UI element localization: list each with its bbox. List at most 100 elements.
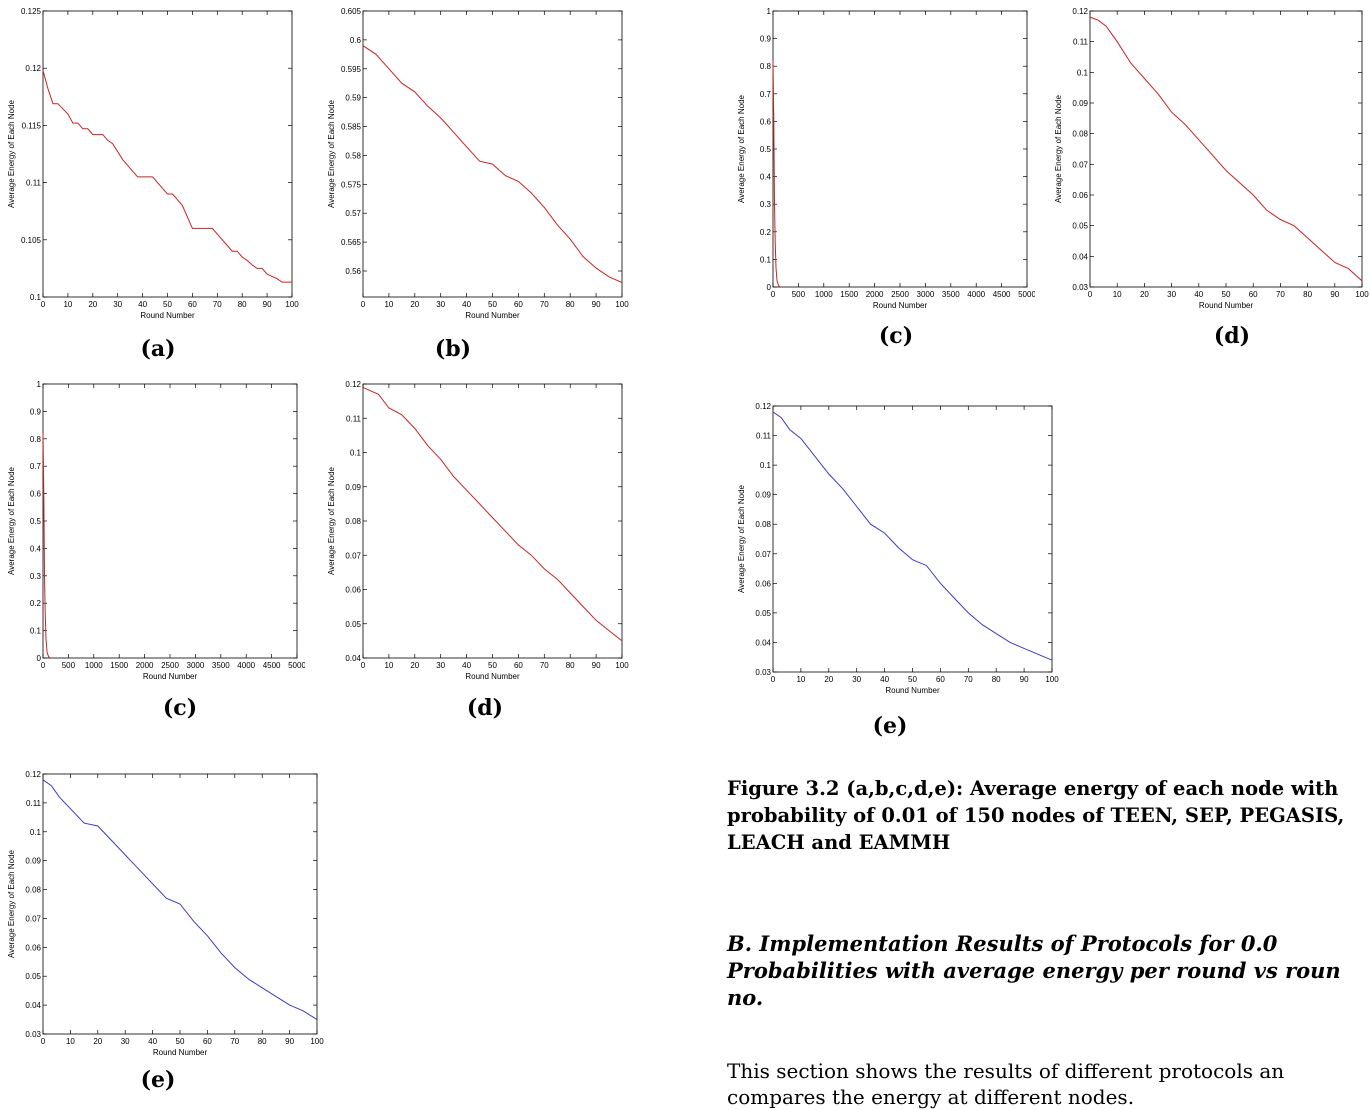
x-tick-label: 40	[880, 675, 889, 684]
x-tick-label: 90	[592, 300, 601, 309]
y-tick-label: 0.1	[760, 461, 772, 470]
x-tick-label: 60	[514, 661, 523, 670]
x-axis-label: Round Number	[465, 672, 520, 681]
x-tick-label: 50	[488, 300, 497, 309]
x-axis-label: Round Number	[465, 311, 520, 320]
x-tick-label: 90	[1020, 675, 1029, 684]
y-axis-label: Average Energy of Each Node	[7, 466, 16, 574]
x-tick-label: 90	[592, 661, 601, 670]
y-tick-label: 0.05	[345, 620, 361, 629]
panel-label-e-right: (e)	[872, 713, 908, 739]
plot-frame	[772, 405, 1053, 673]
x-tick-label: 20	[1140, 290, 1149, 299]
y-tick-label: 0.5	[30, 517, 42, 526]
figure-caption: Figure 3.2 (a,b,c,d,e): Average energy o…	[727, 777, 1345, 854]
x-tick-label: 4500	[263, 661, 281, 670]
x-tick-label: 80	[566, 300, 575, 309]
x-tick-label: 3000	[187, 661, 205, 670]
x-tick-label: 0	[41, 1037, 46, 1046]
y-tick-label: 0.12	[345, 380, 361, 389]
x-tick-label: 0	[771, 290, 776, 299]
x-tick-label: 100	[1355, 290, 1369, 299]
plot-frame	[42, 10, 293, 298]
y-tick-label: 0.1	[30, 828, 42, 837]
x-tick-label: 10	[384, 661, 393, 670]
x-tick-label: 4000	[237, 661, 255, 670]
y-tick-label: 0.03	[25, 1030, 41, 1039]
chart-svg: 0 10 20 30 40 50 60 70 80 90 100 0.1 0.105 0.11 0.115 0…	[7, 7, 299, 320]
panel-label-b-left: (b)	[434, 336, 472, 362]
body-line-1: This section shows the results of differ…	[727, 1059, 1285, 1083]
y-tick-label: 0.11	[26, 799, 42, 808]
y-tick-label: 0.05	[25, 972, 41, 981]
y-tick-label: 0.585	[341, 123, 362, 132]
chart-d-right: 0 10 20 30 40 50 60 70 80 90 100 0.03 0.04 0.05 0.06 0.…	[1052, 5, 1370, 317]
x-tick-label: 5000	[1018, 290, 1035, 299]
x-tick-label: 500	[62, 661, 76, 670]
x-tick-label: 60	[1249, 290, 1258, 299]
x-tick-label: 60	[936, 675, 945, 684]
y-tick-label: 0.56	[345, 267, 361, 276]
x-axis-label: Round Number	[1199, 301, 1254, 310]
y-tick-label: 0.07	[25, 914, 41, 923]
x-axis-label: Round Number	[140, 311, 195, 320]
x-axis-label: Round Number	[873, 301, 928, 310]
section-heading-line-3: no.	[727, 985, 764, 1010]
x-tick-label: 3000	[917, 290, 935, 299]
x-tick-label: 80	[1303, 290, 1312, 299]
x-tick-label: 100	[615, 300, 629, 309]
x-tick-label: 20	[410, 661, 419, 670]
x-tick-label: 40	[1194, 290, 1203, 299]
x-tick-label: 70	[213, 300, 222, 309]
x-tick-label: 40	[138, 300, 147, 309]
y-tick-label: 0.6	[350, 36, 362, 45]
y-tick-label: 0.06	[755, 579, 771, 588]
chart-c-right: 0 500 1000 1500 2000 2500 3000 3500 4000 4500 5000…	[735, 5, 1035, 317]
y-axis-label: Average Energy of Each Node	[1054, 94, 1063, 202]
y-tick-label: 0.12	[25, 64, 41, 73]
x-tick-label: 90	[285, 1037, 294, 1046]
y-tick-label: 0.5	[760, 145, 772, 154]
x-tick-label: 70	[964, 675, 973, 684]
chart-svg: 0 500 1000 1500 2000 2500 3000 3500 4000 4500 5000…	[7, 380, 305, 681]
x-tick-label: 30	[1167, 290, 1176, 299]
y-tick-label: 0.4	[30, 544, 42, 553]
x-tick-label: 50	[488, 661, 497, 670]
x-tick-label: 90	[263, 300, 272, 309]
series-line	[1089, 16, 1363, 282]
chart-e-right: 0 10 20 30 40 50 60 70 80 90 100 0.03 0.04 0.05 0.06 0.…	[735, 400, 1060, 702]
panel-label-c-left: (c)	[162, 695, 198, 721]
x-tick-label: 2500	[891, 290, 909, 299]
y-tick-label: 0.09	[1072, 99, 1088, 108]
y-tick-label: 0.11	[26, 179, 42, 188]
section-heading-line-2: Probabilities with average energy per ro…	[727, 958, 1341, 983]
y-tick-label: 0	[767, 283, 772, 292]
y-tick-label: 0.06	[25, 943, 41, 952]
y-tick-label: 0.58	[345, 151, 361, 160]
x-tick-label: 100	[285, 300, 299, 309]
y-tick-label: 0.08	[25, 886, 41, 895]
x-tick-label: 0	[361, 300, 366, 309]
x-tick-label: 10	[66, 1037, 75, 1046]
x-tick-label: 30	[113, 300, 122, 309]
y-tick-label: 0.07	[1072, 160, 1088, 169]
x-tick-label: 4000	[967, 290, 985, 299]
panel-label-a-left: (a)	[140, 336, 176, 362]
y-tick-label: 0.05	[755, 609, 771, 618]
x-tick-label: 30	[436, 300, 445, 309]
x-tick-label: 20	[410, 300, 419, 309]
chart-svg: 0 10 20 30 40 50 60 70 80 90 100 0.03 0.04 0.05 0.06 0.…	[737, 402, 1059, 695]
x-tick-label: 5000	[288, 661, 305, 670]
y-tick-label: 0.605	[341, 7, 362, 16]
series-line	[362, 386, 623, 642]
x-axis-label: Round Number	[153, 1048, 208, 1057]
y-tick-label: 0.6	[30, 490, 42, 499]
y-tick-label: 0.575	[341, 180, 362, 189]
y-tick-label: 0.04	[25, 1001, 41, 1010]
x-tick-label: 100	[310, 1037, 324, 1046]
chart-b-left: 0 10 20 30 40 50 60 70 80 90 100 0.56 0.565 0.57 0.575…	[325, 5, 630, 327]
series-line	[772, 60, 781, 288]
x-tick-label: 100	[1045, 675, 1059, 684]
y-tick-label: 0.3	[30, 572, 42, 581]
chart-svg: 0 500 1000 1500 2000 2500 3000 3500 4000 4500 5000…	[737, 7, 1035, 310]
